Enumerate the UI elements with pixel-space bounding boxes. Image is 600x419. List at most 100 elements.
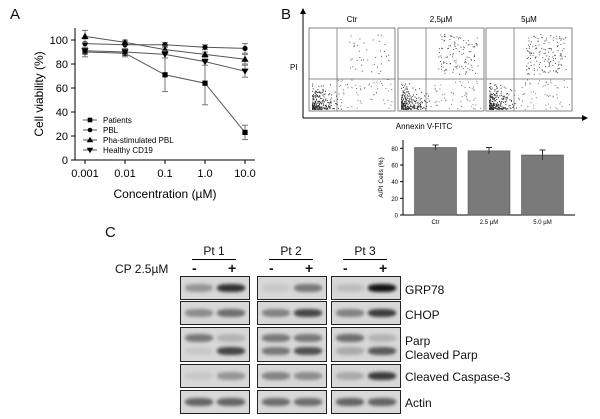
dot [490,102,492,104]
marker-triangle-down [201,59,209,66]
dot [470,59,472,61]
dot [490,96,492,98]
dot [324,93,326,95]
dot [442,66,444,68]
marker-triangle-up [81,32,89,39]
y-tick-label: 0 [62,155,68,167]
dot [376,66,378,68]
dot [464,61,466,63]
bar-y-tick-label: 20 [391,197,398,203]
dot [430,106,432,108]
dot [402,108,404,110]
dot [538,51,540,53]
dot [500,107,502,109]
dot [410,105,412,107]
dot [453,60,455,62]
dot [490,98,492,100]
dot [401,87,403,89]
dot [452,53,454,55]
dot [468,56,470,58]
dot [505,103,507,105]
dot [464,62,466,64]
dot [505,107,507,109]
dot [559,55,561,57]
dot [403,102,405,104]
dot [557,68,559,70]
dot [493,98,495,100]
dot [491,94,493,96]
dot [403,92,405,94]
dot [315,98,317,100]
dot [442,47,444,49]
dot [561,58,563,60]
dot [496,96,498,98]
dot [531,98,533,100]
blot-band [217,372,245,380]
y-tick-label: 80 [56,59,68,71]
dot [496,105,498,107]
dot [407,107,409,109]
dot [503,101,505,103]
dot [404,102,406,104]
dot [349,41,351,43]
dot [401,104,403,106]
dot [545,37,547,39]
dot [530,64,532,66]
dot [373,82,375,84]
dot [560,53,562,55]
dot [406,91,408,93]
dot [503,96,505,98]
dot [313,105,315,107]
dot [559,37,561,39]
dot [402,105,404,107]
dot [533,73,535,75]
patient-underline [269,259,313,260]
dot [316,91,318,93]
dot [361,64,363,66]
dot [418,104,420,106]
dot [504,106,506,108]
dot [328,104,330,106]
dot [560,43,562,45]
dot [402,103,404,105]
dot [491,106,493,108]
dot [490,100,492,102]
dot [510,100,512,102]
dot [453,36,455,38]
dot [390,83,392,85]
dot [404,108,406,110]
dot [544,70,546,72]
dot [420,108,422,110]
dot [489,97,491,99]
dot [318,107,320,109]
dot [445,69,447,71]
dot [416,94,418,96]
dot [409,83,411,85]
dot [329,108,331,110]
dot [364,87,366,89]
dot [541,36,543,38]
dot [443,40,445,42]
dot [557,72,559,74]
dot [421,91,423,93]
dot [329,102,331,104]
dot [492,96,494,98]
dot [315,106,317,108]
dot [409,98,411,100]
dot [494,103,496,105]
dot [324,90,326,92]
dot [367,59,369,61]
dot [415,107,417,109]
minus-sign: - [269,260,274,276]
dot [498,104,500,106]
blot-band [185,347,213,356]
dot [504,101,506,103]
dot [548,62,550,64]
dot [544,49,546,51]
dot [493,106,495,108]
dot [537,40,539,42]
dot [533,68,535,70]
dot [545,108,547,110]
dot [330,102,332,104]
dot [568,104,570,106]
